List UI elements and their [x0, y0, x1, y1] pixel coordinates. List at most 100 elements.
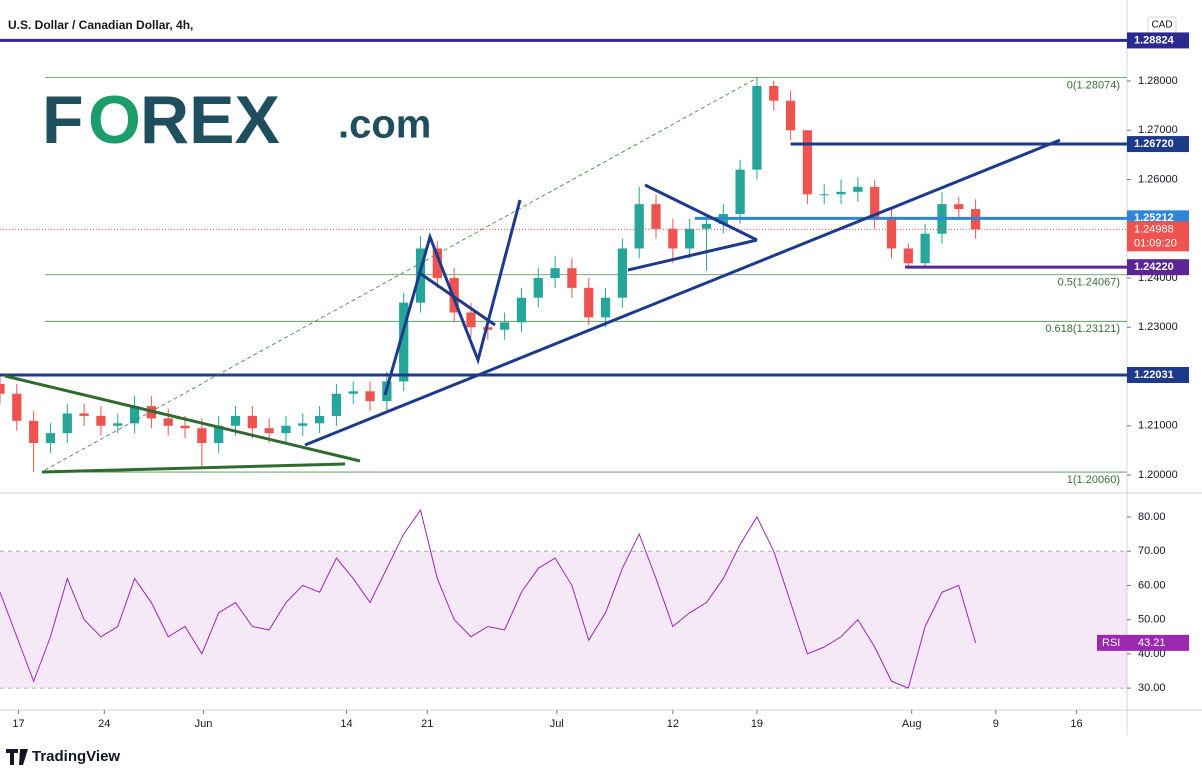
y-tick-label: 30.00 — [1138, 682, 1166, 694]
fib-label: 0.5(1.24067) — [1058, 277, 1120, 289]
level-label: 1.22031 — [1134, 369, 1174, 381]
y-tick-label: 1.27000 — [1138, 124, 1178, 136]
x-tick-label: 17 — [12, 718, 24, 730]
candle-body — [836, 191, 846, 195]
candle-body — [214, 425, 224, 444]
candle-body — [399, 302, 409, 382]
level-tag — [1127, 366, 1189, 383]
currency: CAD — [1151, 20, 1172, 31]
tv-icon — [6, 749, 28, 765]
last-price-tag — [1127, 221, 1189, 252]
rsi-band — [0, 551, 1127, 689]
y-tick-label: 1.20000 — [1138, 469, 1178, 481]
x-tick-label: Aug — [902, 718, 922, 730]
candle-body — [651, 204, 661, 229]
candle-body — [600, 297, 611, 318]
candle-body — [230, 415, 241, 426]
candle-body — [886, 218, 897, 249]
level-label: 1.24220 — [1134, 261, 1174, 273]
y-tick-label: 50.00 — [1138, 614, 1166, 626]
candle-body — [567, 268, 577, 288]
logo-com: .com — [338, 103, 431, 147]
fib-label: 0(1.28074) — [1067, 79, 1120, 91]
fib-diagonal — [44, 77, 758, 471]
level-label: 1.28824 — [1134, 34, 1175, 46]
candle-body — [96, 415, 106, 426]
logo-o: O — [88, 82, 141, 158]
y-tick-label: 1.28000 — [1138, 75, 1178, 87]
fib-label: 1(1.20060) — [1067, 474, 1120, 486]
candle-body — [0, 383, 5, 394]
candle-body — [584, 287, 594, 318]
x-tick-label: 19 — [751, 718, 763, 730]
candle-body — [617, 248, 627, 298]
level-label: 1.25212 — [1134, 212, 1174, 224]
candle-body — [668, 228, 678, 249]
candle-body — [735, 169, 745, 214]
candle-body — [954, 204, 964, 210]
candle-body — [62, 413, 72, 434]
rsi-value: 43.21 — [1138, 637, 1166, 649]
x-tick-label: 16 — [1070, 718, 1082, 730]
level-tag — [1127, 136, 1189, 153]
triangle-line — [644, 183, 758, 242]
trend-lines — [4, 77, 1061, 474]
rsi-name: RSI — [1102, 637, 1120, 649]
candle-body — [12, 393, 22, 421]
x-tick-label: Jun — [195, 718, 213, 730]
level-tag — [1127, 259, 1189, 276]
candle-body — [550, 268, 560, 279]
candle-body — [432, 248, 442, 279]
candle-body — [516, 297, 527, 323]
candle-body — [701, 223, 712, 229]
logo: F O REX .com — [42, 82, 431, 158]
candle-body — [903, 248, 913, 264]
x-tick-label: 12 — [667, 718, 679, 730]
trend-line — [41, 462, 346, 474]
candle-body — [348, 391, 358, 394]
y-tick-label: 70.00 — [1138, 545, 1166, 557]
candle-body — [365, 391, 375, 402]
triangle-line — [627, 238, 758, 272]
y-tick-label: 60.00 — [1138, 579, 1166, 591]
candle-body — [45, 433, 56, 444]
candle-body — [785, 100, 796, 131]
level-tag — [1127, 32, 1189, 49]
logo-rex: REX — [140, 82, 280, 158]
candle-body — [819, 194, 829, 196]
candle-body — [29, 420, 39, 444]
candle-body — [685, 228, 695, 249]
candle-body — [163, 418, 173, 426]
candle-body — [180, 425, 190, 429]
candle-body — [920, 233, 930, 264]
candle-body — [853, 186, 863, 192]
x-tick-label: 14 — [340, 718, 352, 730]
x-tick-label: 9 — [993, 718, 999, 730]
y-tick-label: 1.23000 — [1138, 321, 1178, 333]
trend-line — [4, 374, 361, 463]
candle-body — [281, 425, 291, 434]
candle-body — [129, 406, 140, 424]
rsi-line — [0, 508, 977, 689]
candle-body — [314, 415, 325, 424]
candle-body — [802, 130, 813, 195]
candle-body — [870, 186, 880, 219]
candle-body — [298, 423, 308, 426]
footer-brand: TradingView — [32, 748, 120, 765]
marks: 1.200001.210001.220001.230001.240001.250… — [0, 32, 1189, 730]
fib-label: 0.618(1.23121) — [1045, 323, 1120, 335]
x-tick-label: 21 — [421, 718, 433, 730]
candle-body — [634, 204, 644, 249]
candle-body — [466, 312, 476, 328]
candle-body — [769, 85, 779, 101]
y-tick-label: 1.26000 — [1138, 173, 1178, 185]
y-tick-label: 1.21000 — [1138, 420, 1178, 432]
candle-body — [197, 428, 207, 444]
candle-body — [113, 423, 123, 426]
candle-body — [500, 322, 510, 330]
candle-body — [752, 85, 762, 170]
footer: TradingView — [6, 748, 120, 765]
candle-body — [331, 393, 342, 416]
x-tick-label: Jul — [550, 718, 564, 730]
